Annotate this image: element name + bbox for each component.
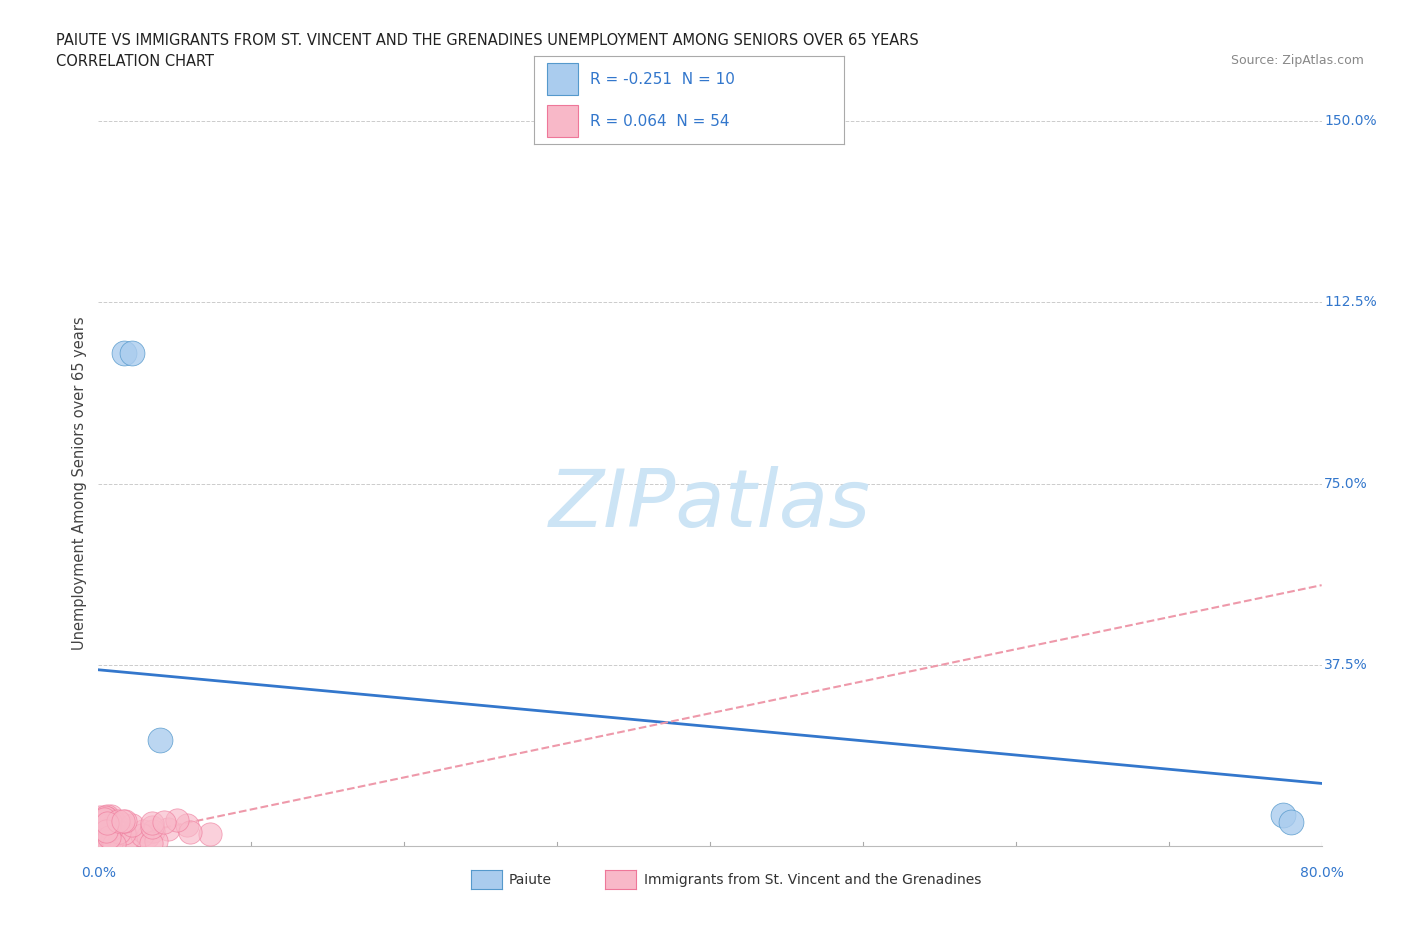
Point xyxy=(121,817,143,832)
Point xyxy=(107,814,129,829)
Point xyxy=(98,835,121,850)
Point xyxy=(100,822,122,837)
Text: 75.0%: 75.0% xyxy=(1324,476,1368,491)
Point xyxy=(101,817,124,831)
Point xyxy=(89,817,111,832)
Point xyxy=(89,809,111,824)
Point xyxy=(96,808,118,823)
Point xyxy=(89,825,111,840)
Point xyxy=(149,733,172,748)
Point xyxy=(166,813,188,828)
Point xyxy=(157,822,180,837)
Text: 80.0%: 80.0% xyxy=(1299,866,1344,880)
Point xyxy=(93,811,115,826)
Text: R = 0.064  N = 54: R = 0.064 N = 54 xyxy=(591,113,730,128)
Point xyxy=(111,813,134,828)
Text: 37.5%: 37.5% xyxy=(1324,658,1368,672)
Point xyxy=(141,816,163,830)
Point xyxy=(93,812,115,827)
Point xyxy=(198,827,221,842)
Point xyxy=(98,815,121,830)
Point xyxy=(107,824,129,839)
Point xyxy=(104,816,127,830)
Point xyxy=(98,814,121,829)
Text: 150.0%: 150.0% xyxy=(1324,113,1376,128)
Point xyxy=(100,829,122,844)
Text: ZIPatlas: ZIPatlas xyxy=(548,466,872,544)
Text: Source: ZipAtlas.com: Source: ZipAtlas.com xyxy=(1230,54,1364,67)
Point xyxy=(96,824,118,839)
Text: 112.5%: 112.5% xyxy=(1324,295,1376,310)
Point xyxy=(98,830,121,844)
Point xyxy=(96,816,118,830)
Point xyxy=(96,823,118,838)
Bar xyxy=(547,105,578,137)
Text: PAIUTE VS IMMIGRANTS FROM ST. VINCENT AND THE GRENADINES UNEMPLOYMENT AMONG SENI: PAIUTE VS IMMIGRANTS FROM ST. VINCENT AN… xyxy=(56,33,920,47)
Point xyxy=(112,825,135,840)
Point xyxy=(131,828,153,843)
Point xyxy=(1272,807,1295,822)
Point xyxy=(111,817,134,831)
Text: 0.0%: 0.0% xyxy=(82,866,115,880)
Point xyxy=(91,812,114,827)
Bar xyxy=(547,63,578,95)
Point xyxy=(94,809,117,824)
Point xyxy=(145,833,167,848)
Point xyxy=(108,820,131,835)
Point xyxy=(101,828,124,843)
Point xyxy=(139,836,162,851)
Point xyxy=(89,824,111,839)
Point xyxy=(93,836,115,851)
Point xyxy=(141,819,163,834)
Text: CORRELATION CHART: CORRELATION CHART xyxy=(56,54,214,69)
Y-axis label: Unemployment Among Seniors over 65 years: Unemployment Among Seniors over 65 years xyxy=(72,317,87,650)
Point xyxy=(115,838,138,853)
Point xyxy=(179,825,201,840)
Point xyxy=(91,833,114,848)
Point xyxy=(131,823,153,838)
Point xyxy=(176,817,198,832)
Text: R = -0.251  N = 10: R = -0.251 N = 10 xyxy=(591,72,735,86)
Point xyxy=(100,809,122,824)
Point xyxy=(90,829,112,844)
Point xyxy=(153,815,176,830)
Point xyxy=(91,814,114,829)
Point xyxy=(96,811,118,826)
Point xyxy=(103,837,125,852)
Point xyxy=(98,834,121,849)
Point xyxy=(114,814,136,829)
Point xyxy=(101,833,124,848)
Point xyxy=(121,346,143,361)
Point xyxy=(136,829,159,844)
Point xyxy=(117,830,139,845)
Point xyxy=(1279,815,1302,830)
Text: Paiute: Paiute xyxy=(509,872,553,887)
Point xyxy=(112,346,135,361)
Text: Immigrants from St. Vincent and the Grenadines: Immigrants from St. Vincent and the Gren… xyxy=(644,872,981,887)
Point xyxy=(142,823,165,838)
